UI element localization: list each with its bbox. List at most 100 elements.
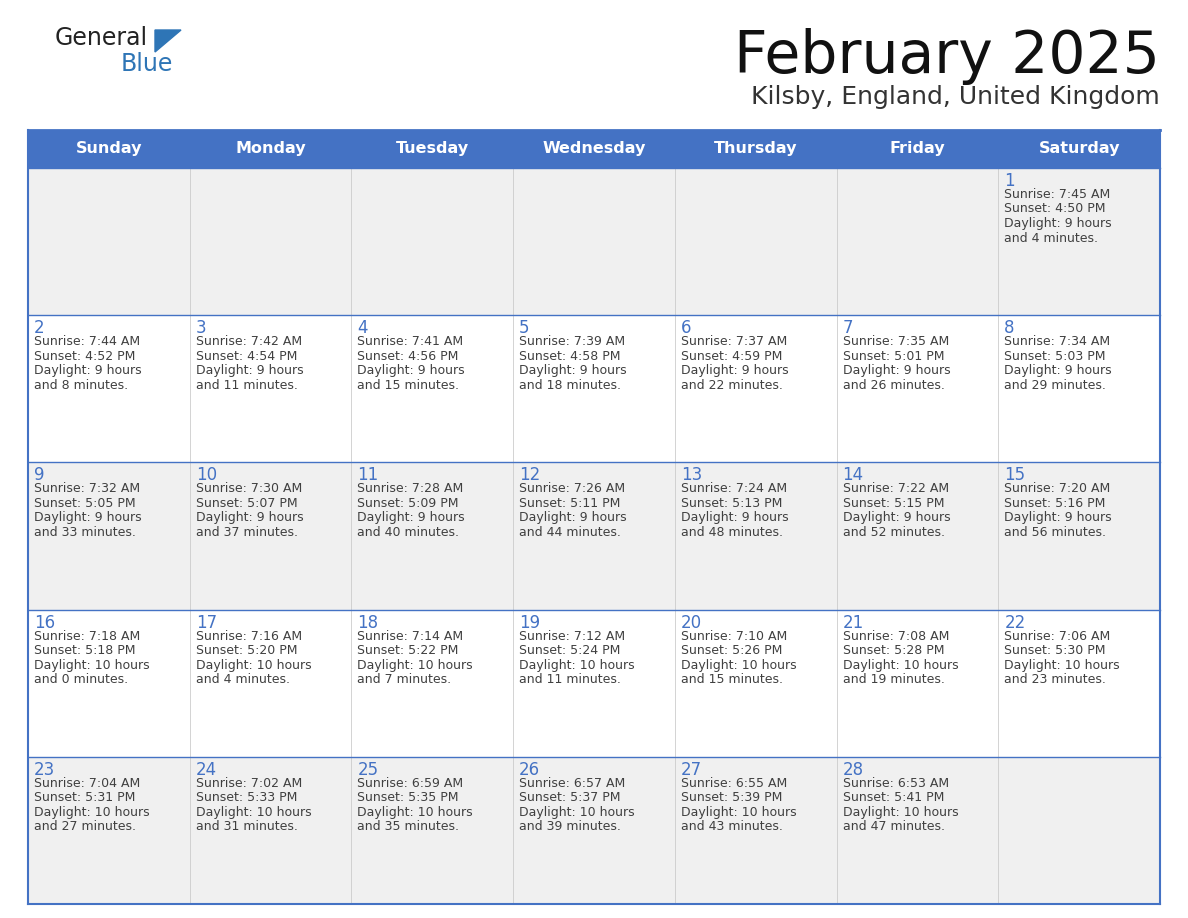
Text: and 19 minutes.: and 19 minutes. [842, 673, 944, 686]
Text: Sunset: 5:33 PM: Sunset: 5:33 PM [196, 791, 297, 804]
Text: Sunrise: 7:28 AM: Sunrise: 7:28 AM [358, 482, 463, 496]
Text: Saturday: Saturday [1038, 141, 1120, 156]
Bar [836, 610, 998, 756]
Text: and 35 minutes.: and 35 minutes. [358, 821, 460, 834]
Bar [675, 315, 836, 463]
Bar [29, 130, 190, 168]
Text: Sunset: 5:07 PM: Sunset: 5:07 PM [196, 497, 297, 509]
Text: Daylight: 10 hours: Daylight: 10 hours [34, 658, 150, 672]
Text: Daylight: 9 hours: Daylight: 9 hours [358, 364, 465, 377]
Text: Sunset: 4:56 PM: Sunset: 4:56 PM [358, 350, 459, 363]
Text: Sunset: 5:28 PM: Sunset: 5:28 PM [842, 644, 944, 657]
Text: Sunrise: 7:37 AM: Sunrise: 7:37 AM [681, 335, 788, 348]
Polygon shape [154, 30, 181, 52]
Text: Sunset: 5:15 PM: Sunset: 5:15 PM [842, 497, 944, 509]
Text: 12: 12 [519, 466, 541, 485]
Text: Sunset: 5:37 PM: Sunset: 5:37 PM [519, 791, 620, 804]
Text: Sunrise: 7:32 AM: Sunrise: 7:32 AM [34, 482, 140, 496]
Text: 3: 3 [196, 319, 207, 337]
Bar [352, 610, 513, 756]
Text: and 23 minutes.: and 23 minutes. [1004, 673, 1106, 686]
Text: 6: 6 [681, 319, 691, 337]
Text: Sunrise: 7:16 AM: Sunrise: 7:16 AM [196, 630, 302, 643]
Text: Sunset: 5:03 PM: Sunset: 5:03 PM [1004, 350, 1106, 363]
Text: and 31 minutes.: and 31 minutes. [196, 821, 297, 834]
Text: Sunset: 5:11 PM: Sunset: 5:11 PM [519, 497, 620, 509]
Text: 7: 7 [842, 319, 853, 337]
Text: Sunrise: 7:26 AM: Sunrise: 7:26 AM [519, 482, 625, 496]
Text: and 40 minutes.: and 40 minutes. [358, 526, 460, 539]
Text: Sunrise: 7:20 AM: Sunrise: 7:20 AM [1004, 482, 1111, 496]
Text: Sunrise: 7:39 AM: Sunrise: 7:39 AM [519, 335, 625, 348]
Bar [836, 168, 998, 315]
Text: Daylight: 9 hours: Daylight: 9 hours [358, 511, 465, 524]
Text: Sunrise: 7:18 AM: Sunrise: 7:18 AM [34, 630, 140, 643]
Text: Kilsby, England, United Kingdom: Kilsby, England, United Kingdom [751, 85, 1159, 109]
Bar [352, 463, 513, 610]
Text: Daylight: 9 hours: Daylight: 9 hours [519, 364, 627, 377]
Bar [513, 463, 675, 610]
Text: Daylight: 10 hours: Daylight: 10 hours [196, 658, 311, 672]
Text: Daylight: 10 hours: Daylight: 10 hours [196, 806, 311, 819]
Text: Daylight: 10 hours: Daylight: 10 hours [842, 658, 959, 672]
Text: and 44 minutes.: and 44 minutes. [519, 526, 621, 539]
Bar [998, 463, 1159, 610]
Text: Sunrise: 7:12 AM: Sunrise: 7:12 AM [519, 630, 625, 643]
Text: Sunrise: 7:34 AM: Sunrise: 7:34 AM [1004, 335, 1111, 348]
Text: February 2025: February 2025 [734, 28, 1159, 85]
Bar [513, 315, 675, 463]
Text: Daylight: 10 hours: Daylight: 10 hours [842, 806, 959, 819]
Text: Daylight: 9 hours: Daylight: 9 hours [1004, 217, 1112, 230]
Text: Sunrise: 7:02 AM: Sunrise: 7:02 AM [196, 777, 302, 789]
Bar [513, 130, 675, 168]
Text: Sunset: 5:01 PM: Sunset: 5:01 PM [842, 350, 944, 363]
Text: and 43 minutes.: and 43 minutes. [681, 821, 783, 834]
Text: Daylight: 10 hours: Daylight: 10 hours [1004, 658, 1120, 672]
Text: and 39 minutes.: and 39 minutes. [519, 821, 621, 834]
Text: Sunset: 5:41 PM: Sunset: 5:41 PM [842, 791, 944, 804]
Text: 5: 5 [519, 319, 530, 337]
Text: Sunrise: 7:24 AM: Sunrise: 7:24 AM [681, 482, 786, 496]
Text: 23: 23 [34, 761, 56, 778]
Text: and 4 minutes.: and 4 minutes. [196, 673, 290, 686]
Text: 20: 20 [681, 613, 702, 632]
Text: Daylight: 10 hours: Daylight: 10 hours [681, 658, 796, 672]
Bar [675, 463, 836, 610]
Text: and 15 minutes.: and 15 minutes. [358, 379, 460, 392]
Bar [836, 756, 998, 904]
Text: Sunset: 4:54 PM: Sunset: 4:54 PM [196, 350, 297, 363]
Text: Sunrise: 7:14 AM: Sunrise: 7:14 AM [358, 630, 463, 643]
Bar [513, 168, 675, 315]
Text: 21: 21 [842, 613, 864, 632]
Text: Sunrise: 7:22 AM: Sunrise: 7:22 AM [842, 482, 949, 496]
Bar [836, 130, 998, 168]
Text: Sunset: 4:50 PM: Sunset: 4:50 PM [1004, 203, 1106, 216]
Bar [998, 756, 1159, 904]
Text: Sunset: 5:35 PM: Sunset: 5:35 PM [358, 791, 459, 804]
Text: and 29 minutes.: and 29 minutes. [1004, 379, 1106, 392]
Text: 9: 9 [34, 466, 44, 485]
Text: 8: 8 [1004, 319, 1015, 337]
Text: Sunset: 4:59 PM: Sunset: 4:59 PM [681, 350, 782, 363]
Bar [29, 315, 190, 463]
Text: 17: 17 [196, 613, 217, 632]
Text: Sunset: 5:09 PM: Sunset: 5:09 PM [358, 497, 459, 509]
Text: and 47 minutes.: and 47 minutes. [842, 821, 944, 834]
Bar [29, 463, 190, 610]
Text: Sunset: 5:26 PM: Sunset: 5:26 PM [681, 644, 782, 657]
Text: 28: 28 [842, 761, 864, 778]
Text: Daylight: 10 hours: Daylight: 10 hours [358, 658, 473, 672]
Text: and 15 minutes.: and 15 minutes. [681, 673, 783, 686]
Text: Daylight: 10 hours: Daylight: 10 hours [34, 806, 150, 819]
Text: 24: 24 [196, 761, 217, 778]
Bar [998, 610, 1159, 756]
Text: 13: 13 [681, 466, 702, 485]
Text: Monday: Monday [235, 141, 305, 156]
Text: Daylight: 10 hours: Daylight: 10 hours [358, 806, 473, 819]
Text: Sunrise: 7:45 AM: Sunrise: 7:45 AM [1004, 188, 1111, 201]
Bar [675, 756, 836, 904]
Text: Wednesday: Wednesday [542, 141, 646, 156]
Text: and 37 minutes.: and 37 minutes. [196, 526, 298, 539]
Text: Daylight: 9 hours: Daylight: 9 hours [1004, 511, 1112, 524]
Text: Sunrise: 6:57 AM: Sunrise: 6:57 AM [519, 777, 625, 789]
